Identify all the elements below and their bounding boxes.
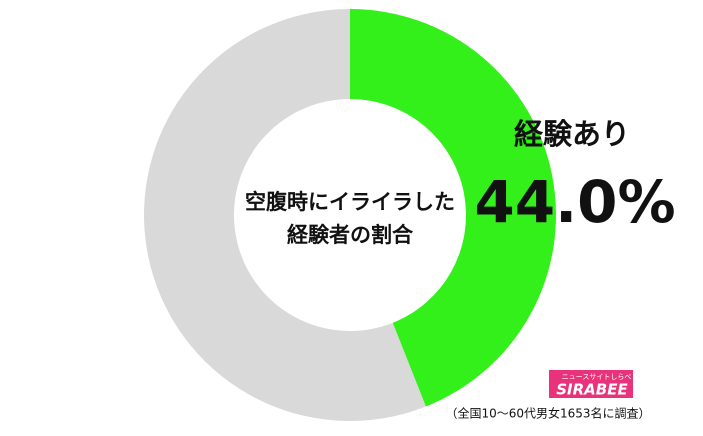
source-note: （全国10〜60代男女1653名に調査） — [445, 406, 650, 421]
center-title-line: 空腹時にイライラした — [245, 190, 455, 214]
center-title-line: 経験者の割合 — [287, 223, 414, 247]
logo: ニュースサイトしらべぇ SIRABEE — [549, 370, 638, 399]
logo-brand: SIRABEE — [556, 381, 628, 399]
donut-slice — [350, 9, 557, 407]
donut — [144, 9, 557, 421]
value-label: 44.0% — [474, 168, 675, 236]
logo-box — [549, 370, 633, 398]
logo-tagline: ニュースサイトしらべぇ — [562, 373, 639, 381]
donut-slice — [144, 9, 426, 421]
slice-label: 経験あり — [514, 117, 630, 151]
